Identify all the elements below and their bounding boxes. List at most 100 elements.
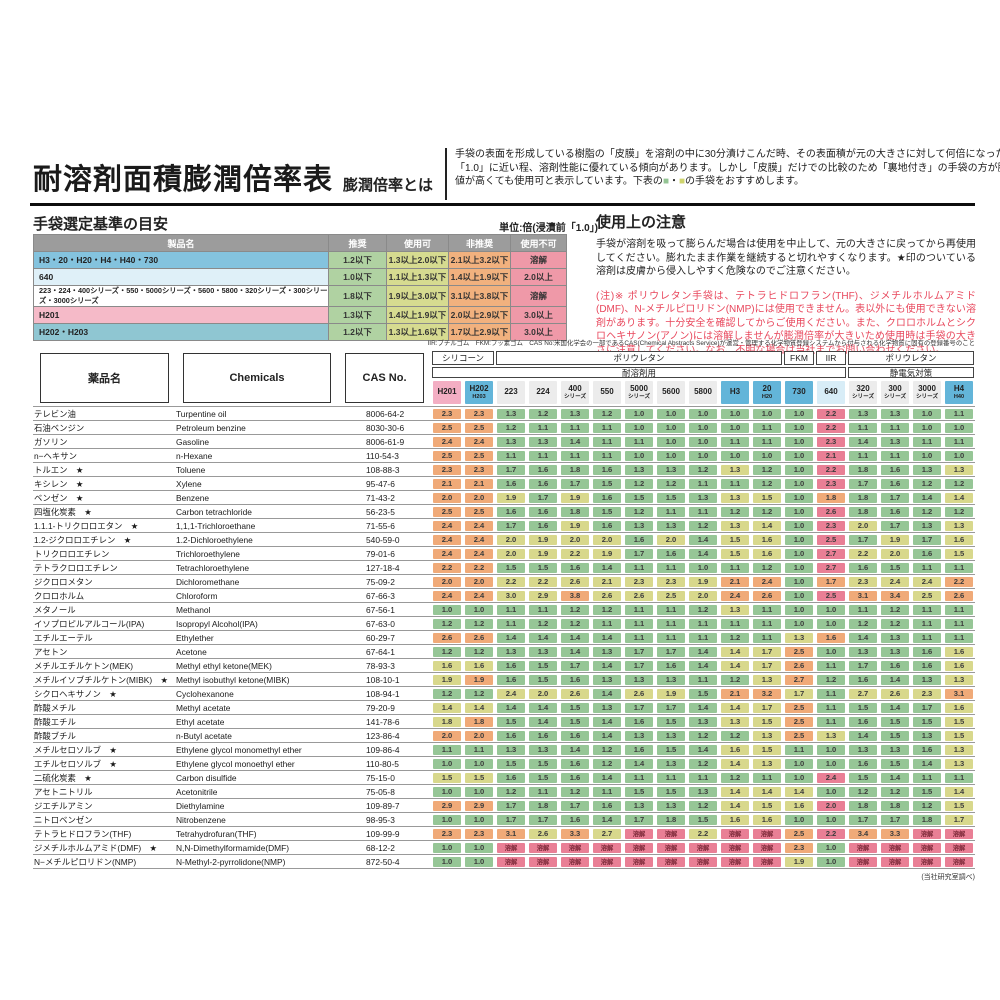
swell-ratio-cell: 1.4: [561, 744, 589, 755]
swell-ratio-cell: 1.3: [497, 744, 525, 755]
swell-ratio-cell: 1.5: [529, 772, 557, 783]
swell-ratio-cell: 1.2: [433, 618, 461, 629]
criteria-value-cell: 1.7以上2.9以下: [448, 323, 511, 341]
swell-ratio-cell: 1.1: [657, 632, 685, 643]
swell-ratio-cell: 1.7: [913, 534, 941, 545]
label-header-cas-no: CAS No.: [345, 353, 424, 403]
swell-ratio-cell: 1.3: [721, 520, 749, 531]
swell-ratio-cell: 1.0: [785, 562, 813, 573]
product-name-cell: H202・H203: [33, 323, 329, 341]
usage-notes-title: 使用上の注意: [596, 214, 687, 231]
swell-ratio-cell: 1.9: [497, 492, 525, 503]
swell-ratio-cell: 1.9: [657, 688, 685, 699]
chemical-name-en: N,N-Dimethylformamide(DMF): [176, 842, 290, 853]
swell-ratio-cell: 2.6: [561, 576, 589, 587]
chemical-row: メチルセロソルブ ★ Ethylene glycol monomethyl eth…: [33, 743, 975, 757]
swell-ratio-cell: 1.0: [785, 436, 813, 447]
chemical-name-jp: ジクロロメタン: [34, 576, 93, 587]
swell-ratio-cell: 1.6: [529, 730, 557, 741]
swell-ratio-cell: 1.8: [465, 716, 493, 727]
swell-ratio-cell: 1.4: [721, 758, 749, 769]
swell-ratio-cell: 溶解: [881, 842, 909, 853]
swell-ratio-cell: 1.0: [785, 464, 813, 475]
swell-ratio-cell: 1.2: [753, 478, 781, 489]
swell-ratio-cell: 2.9: [465, 800, 493, 811]
swell-ratio-cell: 1.4: [721, 786, 749, 797]
swell-ratio-cell: 1.0: [785, 758, 813, 769]
chemical-name-jp: N−メチルピロリドン(NMP): [34, 856, 137, 867]
swell-ratio-cell: 1.4: [945, 786, 973, 797]
criteria-value-cell: 1.2以下: [328, 251, 387, 269]
swell-ratio-cell: 1.0: [785, 618, 813, 629]
chemical-name-en: Toluene: [176, 464, 206, 475]
chemical-name-en: Cyclohexanone: [176, 688, 234, 699]
criteria-value-cell: 1.4以上1.9以下: [386, 306, 449, 324]
chemical-name-en: Turpentine oil: [176, 408, 227, 419]
swell-ratio-cell: 溶解: [945, 842, 973, 853]
swell-ratio-cell: 2.0: [465, 730, 493, 741]
swell-ratio-cell: 2.0: [817, 800, 845, 811]
swell-ratio-cell: 1.8: [913, 814, 941, 825]
swell-ratio-cell: 2.4: [817, 772, 845, 783]
swell-ratio-cell: 2.1: [721, 576, 749, 587]
swell-ratio-cell: 1.0: [721, 422, 749, 433]
product-column-line1: 730: [792, 387, 806, 397]
swelling-table-header: 薬品名 Chemicals CAS No. シリコーン ポリウレタン FKM IIR ポリウレ…: [33, 350, 975, 406]
swell-ratio-cell: 1.2: [689, 464, 717, 475]
swell-ratio-cell: 1.4: [561, 632, 589, 643]
swell-ratio-cell: 2.0: [497, 548, 525, 559]
cas-number: 68-12-2: [366, 842, 395, 853]
chemical-name-jp: メチルエチルケトン(MEK): [34, 660, 134, 671]
swell-ratio-cell: 1.3: [881, 408, 909, 419]
swell-ratio-cell: 溶解: [721, 842, 749, 853]
criteria-value-cell: 溶解: [510, 285, 567, 307]
swell-ratio-cell: 2.3: [657, 576, 685, 587]
swell-ratio-cell: 1.4: [721, 800, 749, 811]
swell-ratio-cell: 1.2: [561, 618, 589, 629]
swell-ratio-cell: 1.3: [945, 674, 973, 685]
swell-ratio-cell: 2.4: [433, 520, 461, 531]
swell-ratio-cell: 2.6: [593, 590, 621, 601]
swell-ratio-cell: 2.6: [753, 590, 781, 601]
swell-ratio-cell: 1.8: [849, 464, 877, 475]
product-column-line1: 5800: [694, 387, 712, 397]
swell-ratio-cell: 1.6: [913, 646, 941, 657]
swell-ratio-cell: 2.7: [849, 688, 877, 699]
swell-ratio-cell: 1.7: [881, 520, 909, 531]
swell-ratio-cell: 1.1: [625, 772, 653, 783]
swell-ratio-cell: 1.3: [497, 436, 525, 447]
swell-ratio-cell: 1.0: [657, 422, 685, 433]
swell-ratio-cell: 1.4: [881, 702, 909, 713]
product-column-header: 5600: [657, 381, 685, 404]
swell-ratio-cell: 1.1: [913, 436, 941, 447]
chemical-name-en: Diethylamine: [176, 800, 225, 811]
product-column-line2: シリーズ: [915, 393, 939, 400]
swell-ratio-cell: 1.8: [657, 814, 685, 825]
chemical-name-jp: トルエン ★: [34, 464, 84, 475]
swell-ratio-cell: 1.5: [529, 758, 557, 769]
swell-ratio-cell: 1.6: [561, 758, 589, 769]
swell-ratio-cell: 2.5: [657, 590, 685, 601]
swell-ratio-cell: 1.2: [689, 520, 717, 531]
swell-ratio-cell: 2.5: [785, 828, 813, 839]
header-rule: [30, 203, 975, 206]
swell-ratio-cell: 1.4: [753, 520, 781, 531]
swell-ratio-cell: 1.7: [913, 702, 941, 713]
swell-ratio-cell: 1.6: [529, 478, 557, 489]
swell-ratio-cell: 1.5: [881, 730, 909, 741]
chemical-name-en: Xylene: [176, 478, 202, 489]
swell-ratio-cell: 1.4: [689, 702, 717, 713]
swell-ratio-cell: 1.7: [625, 814, 653, 825]
swell-ratio-cell: 2.2: [817, 828, 845, 839]
chemical-row: アセトニトリル Acetonitrile 75-05-8 1.0 1.0 1.2 1.1 1.…: [33, 785, 975, 799]
description-text-end: の手袋をおすすめします。: [685, 176, 805, 187]
swell-ratio-cell: 2.4: [465, 520, 493, 531]
swell-ratio-cell: 2.0: [465, 492, 493, 503]
swell-ratio-cell: 1.1: [593, 422, 621, 433]
swell-ratio-cell: 2.5: [433, 506, 461, 517]
swell-ratio-cell: 1.1: [945, 618, 973, 629]
swell-ratio-cell: 1.5: [849, 772, 877, 783]
chemical-row: N−メチルピロリドン(NMP) N-Methyl-2-pyrrolidone(NM…: [33, 855, 975, 869]
chemical-name-en: Acetone: [176, 646, 207, 657]
swell-ratio-cell: 1.9: [785, 856, 813, 867]
